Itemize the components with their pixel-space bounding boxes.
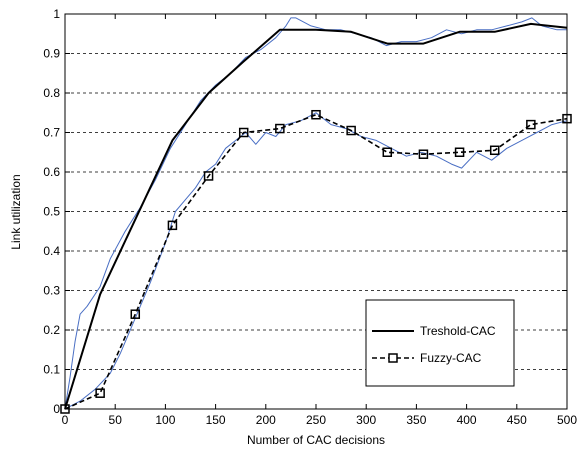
- y-tick-label: 0.7: [43, 126, 60, 140]
- y-tick-label: 0.8: [43, 86, 60, 100]
- fuzzy-cac-point: [275, 123, 285, 134]
- fuzzy-cac-point: [418, 149, 429, 159]
- legend-box: [365, 299, 515, 387]
- legend-label-treshold: Treshold-CAC: [420, 324, 496, 338]
- treshold-cac-line: [64, 22, 568, 410]
- fuzzy-cac-point: [489, 145, 500, 156]
- x-tick-label: 500: [557, 413, 577, 427]
- y-tick-label: 0.4: [43, 244, 60, 258]
- x-tick-label: 0: [62, 413, 69, 427]
- y-tick-label: 0.5: [43, 205, 60, 219]
- legend: Treshold-CAC Fuzzy-CAC: [365, 299, 515, 387]
- x-tick-label: 350: [406, 413, 426, 427]
- series-layer: [60, 17, 572, 414]
- fuzzy-cac-point: [203, 171, 214, 181]
- fuzzy-cac-point: [346, 125, 356, 136]
- x-tick-label: 400: [457, 413, 477, 427]
- fuzzy-cac-point: [167, 220, 178, 231]
- legend-marker-fuzzy: [388, 353, 398, 363]
- x-tick-label: 200: [256, 413, 276, 427]
- tick-layer: 0 0.1 0.2 0.3 0.4 0.5 0.6 0.7 0.8 0.9 1 0 50 100 150 20…: [43, 7, 577, 427]
- legend-label-fuzzy: Fuzzy-CAC: [420, 351, 482, 365]
- fuzzy-cac-point: [526, 119, 536, 130]
- raw-utilization-line: [64, 112, 568, 410]
- x-tick-label: 250: [306, 413, 326, 427]
- x-tick-label: 150: [206, 413, 226, 427]
- fuzzy-cac-point: [382, 147, 393, 157]
- fuzzy-cac-point: [311, 109, 321, 120]
- fuzzy-cac-point: [454, 147, 465, 157]
- x-tick-label: 50: [109, 413, 123, 427]
- raw-utilization-line: [64, 17, 567, 410]
- y-tick-label: 0.6: [43, 165, 60, 179]
- y-tick-label: 1: [53, 7, 60, 21]
- y-axis-label: Link utilization: [9, 174, 23, 249]
- x-axis-label: Number of CAC decisions: [247, 433, 385, 447]
- y-tick-label: 0.1: [43, 363, 60, 377]
- fuzzy-cac-point: [238, 127, 249, 138]
- fuzzy-cac-point: [95, 388, 105, 398]
- y-tick-label: 0.2: [43, 323, 60, 337]
- fuzzy-cac-point: [130, 309, 141, 319]
- y-tick-label: 0: [53, 402, 60, 416]
- y-tick-label: 0.9: [43, 47, 60, 61]
- x-tick-label: 300: [356, 413, 376, 427]
- x-tick-label: 100: [155, 413, 175, 427]
- y-tick-label: 0.3: [43, 284, 60, 298]
- x-tick-label: 450: [507, 413, 527, 427]
